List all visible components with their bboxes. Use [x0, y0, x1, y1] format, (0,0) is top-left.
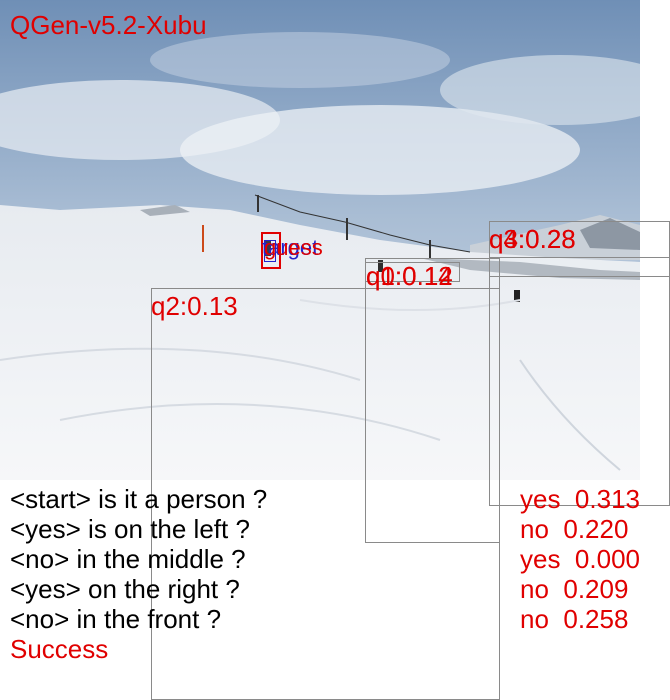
answer-5: no 0.258 — [520, 606, 628, 632]
target-label: target — [262, 235, 319, 260]
bbox-label-q4: q4:0.28 — [489, 224, 576, 254]
bbox-label-q1: q1:0.12 — [366, 261, 453, 291]
answer-3-text: yes — [520, 544, 561, 574]
bbox-label-q3: q3:0.28 — [489, 224, 576, 254]
answer-4-score: 0.209 — [563, 574, 629, 604]
answer-3: yes 0.000 — [520, 546, 640, 572]
model-title: QGen-v5.2-Xubu — [10, 10, 207, 40]
answer-4: no 0.209 — [520, 576, 628, 602]
answer-4-text: no — [520, 574, 549, 604]
answer-1: yes 0.313 — [520, 486, 640, 512]
answer-2: no 0.220 — [520, 516, 628, 542]
answer-3-score: 0.000 — [574, 544, 640, 574]
question-4: <yes> on the right ? — [10, 574, 240, 604]
bbox-label-q0: q0:0.14 — [366, 261, 453, 291]
scene-photo — [0, 0, 640, 480]
question-5: <no> in the front ? — [10, 604, 222, 634]
question-2: <yes> is on the left ? — [10, 514, 250, 544]
answer-5-score: 0.258 — [563, 604, 629, 634]
answer-1-score: 0.313 — [574, 484, 640, 514]
bbox-q4 — [489, 257, 670, 277]
answer-2-text: no — [520, 514, 549, 544]
bbox-q1 — [365, 262, 460, 282]
question-3: <no> in the middle ? — [10, 544, 246, 574]
answer-2-score: 0.220 — [563, 514, 629, 544]
result-status: Success — [10, 634, 109, 664]
answer-5-text: no — [520, 604, 549, 634]
bbox-label-q2: q2:0.13 — [151, 291, 238, 321]
answer-1-text: yes — [520, 484, 561, 514]
question-1: <start> is it a person ? — [10, 484, 268, 514]
guess-label: guess — [264, 235, 323, 260]
target-box-inner — [264, 240, 276, 262]
target-box — [261, 232, 281, 269]
